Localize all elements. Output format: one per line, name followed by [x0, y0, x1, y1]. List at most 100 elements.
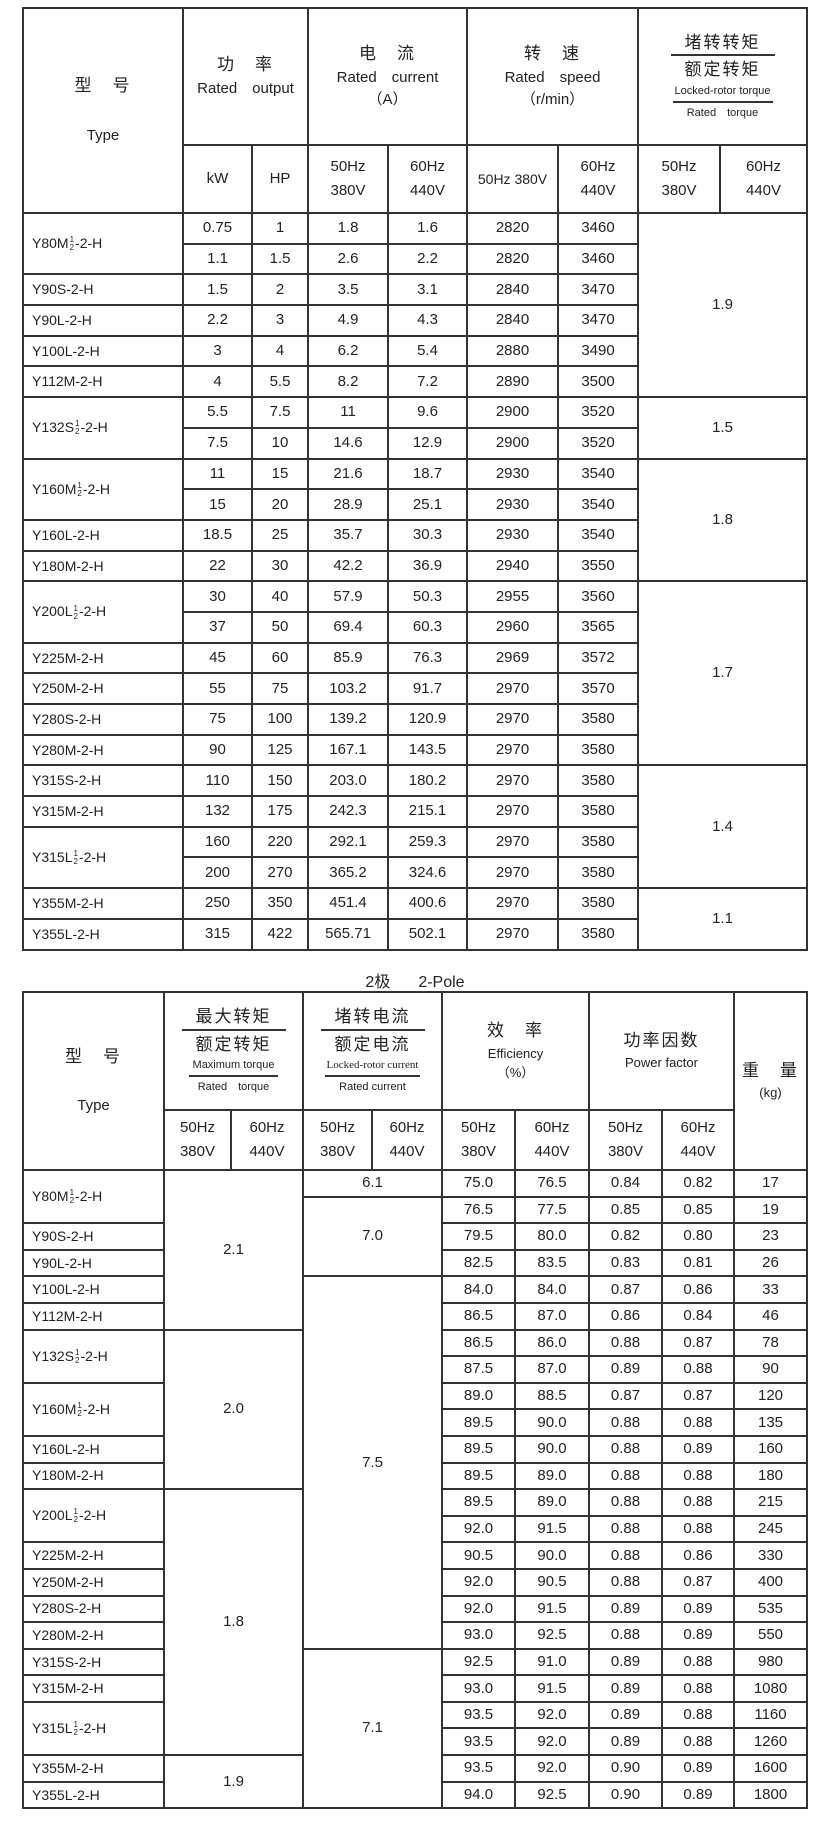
- header-efficiency: 效 率 Efficiency （%）: [441, 991, 590, 1111]
- model-cell: Y80M 1 2 -2-H: [22, 211, 184, 276]
- fraction-top: 1: [73, 603, 78, 613]
- cell-value: 270: [250, 856, 310, 890]
- model-cell: Y90L-2-H: [22, 304, 184, 337]
- model-cell: Y180M-2-H: [22, 549, 184, 583]
- cell-value: 7.5: [250, 396, 310, 429]
- model-suffix: -2-H: [82, 1400, 111, 1417]
- caption-en: 2-Pole: [418, 974, 465, 991]
- cell-value: 3580: [557, 887, 640, 920]
- cell-value: 215: [733, 1488, 808, 1517]
- model-cell: Y160M 1 2 -2-H: [22, 457, 184, 521]
- cell-value: 3540: [557, 518, 640, 552]
- cell-value: 0.85: [661, 1195, 735, 1225]
- cell-value: 90.0: [514, 1408, 590, 1437]
- cell-value: 26: [733, 1248, 808, 1278]
- cell-value: 21.6: [307, 457, 390, 491]
- cell-value: 2940: [466, 549, 560, 583]
- hz: 60Hz: [410, 158, 446, 175]
- cell-value: 451.4: [307, 887, 390, 920]
- model-name: Y315L: [32, 848, 73, 865]
- model-cell: Y200L 1 2 -2-H: [22, 1488, 165, 1544]
- cell-value: 89.5: [441, 1488, 516, 1517]
- locked-current-ratio: 7.1: [302, 1647, 443, 1810]
- fraction-top: 1: [73, 1507, 78, 1517]
- cell-value: 89.0: [514, 1461, 590, 1491]
- cell-value: 90: [733, 1355, 808, 1384]
- cell-value: 3540: [557, 457, 640, 491]
- header-current-en: Rated current: [336, 68, 439, 86]
- cell-value: 2930: [466, 518, 560, 552]
- fraction-top: 1: [77, 480, 82, 490]
- locked-torque-ratio: 1.8: [637, 457, 809, 583]
- hz: 60Hz: [249, 1119, 285, 1136]
- cell-value: 3460: [557, 242, 640, 276]
- cell-value: 139.2: [307, 703, 390, 736]
- cell-value: 315: [182, 917, 253, 951]
- cell-value: 2970: [466, 795, 560, 828]
- cell-value: 0.89: [588, 1355, 663, 1384]
- cell-value: 400: [733, 1567, 808, 1597]
- cell-value: 0.89: [588, 1674, 663, 1703]
- model-name: Y160L-2-H: [32, 1440, 100, 1457]
- cell-value: 565.71: [307, 917, 390, 951]
- cell-value: 0.89: [661, 1434, 735, 1464]
- cell-value: 0.75: [182, 212, 253, 245]
- cell-value: 17: [733, 1169, 808, 1198]
- model-suffix: -2-H: [75, 1187, 103, 1204]
- table-row: Y160L-2-H 18.5 25 35.7 30.3 2930 3540: [22, 518, 807, 552]
- volt: 440V: [680, 1143, 716, 1160]
- cell-value: 3500: [557, 365, 640, 399]
- cell-value: 84.0: [441, 1275, 516, 1304]
- model-cell: Y200L 1 2 -2-H: [22, 580, 184, 644]
- table-row: Y225M-2-H 45 60 85.9 76.3 2969 3572: [22, 641, 807, 675]
- cell-value: 3490: [557, 334, 640, 368]
- cell-value: 91.5: [514, 1594, 590, 1624]
- model-cell: Y280S-2-H: [22, 1594, 165, 1624]
- cell-value: 220: [250, 825, 310, 859]
- model-cell: Y112M-2-H: [22, 365, 184, 399]
- cell-value: 2890: [466, 365, 560, 399]
- header-power-en: Rated output: [197, 79, 294, 97]
- table-row: Y200L 1 2 -2-H 30 40 57.9 50.3 2955 3560 1.7: [22, 580, 809, 767]
- cell-value: 0.88: [661, 1727, 735, 1757]
- cell-value: 350: [250, 887, 310, 920]
- hz: 50Hz: [319, 1119, 356, 1136]
- model-cell: Y315L 1 2 -2-H: [22, 825, 184, 890]
- cell-value: 0.88: [661, 1488, 735, 1517]
- hz: 60Hz: [389, 1119, 425, 1136]
- cell-value: 3: [182, 334, 253, 368]
- model-name: Y100L-2-H: [32, 1281, 100, 1298]
- cell-value: 90.0: [514, 1541, 590, 1570]
- cell-value: 6.2: [307, 334, 390, 368]
- volt: 380V: [661, 182, 697, 199]
- table-row: Y160L-2-H 89.5 90.0 0.88 0.89 160: [22, 1434, 808, 1464]
- header-freq-voltage: 50Hz 380V: [441, 1109, 516, 1171]
- cell-value: 120: [733, 1381, 808, 1411]
- cell-value: 0.88: [661, 1674, 735, 1703]
- cell-value: 36.9: [387, 549, 469, 583]
- cell-value: 10: [250, 426, 310, 460]
- cell-value: 45: [182, 641, 253, 675]
- cell-value: 0.87: [661, 1381, 735, 1411]
- max-torque-ratio: 2.1: [163, 1169, 304, 1331]
- cell-value: 203.0: [307, 764, 390, 798]
- cell-value: 18.5: [182, 518, 253, 552]
- volt: 380V: [460, 1143, 497, 1160]
- cell-value: 0.84: [661, 1301, 735, 1331]
- model-cell: Y160L-2-H: [22, 1434, 165, 1464]
- cell-value: 292.1: [307, 825, 390, 859]
- header-torque-50: 50Hz 380V: [637, 144, 722, 214]
- model-name: Y132S: [32, 419, 75, 436]
- model-cell: Y90S-2-H: [22, 273, 184, 307]
- cell-value: 92.0: [441, 1594, 516, 1624]
- header-locked-current: 堵转电流 额定电流 Locked-rotor current Rated cur…: [302, 991, 443, 1111]
- cell-value: 0.87: [588, 1275, 663, 1304]
- model-cell: Y100L-2-H: [22, 334, 184, 368]
- model-name: Y225M-2-H: [32, 649, 104, 666]
- cell-value: 324.6: [387, 856, 469, 890]
- table-row: Y100L-2-H 3 4 6.2 5.4 2880 3490: [22, 334, 807, 368]
- table-row: 200 270 365.2 324.6 2970 3580: [23, 856, 807, 890]
